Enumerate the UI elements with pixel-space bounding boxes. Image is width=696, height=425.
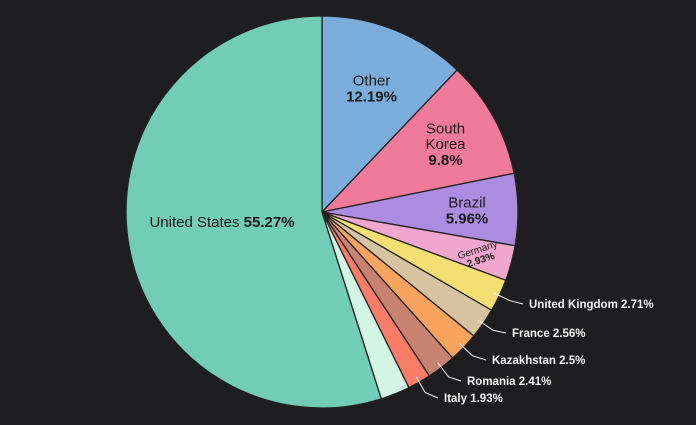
slice-name-brazil: Brazil bbox=[448, 195, 486, 212]
leader-line-france bbox=[478, 319, 507, 334]
slice-label-united-states: United States 55.27% bbox=[149, 214, 294, 231]
leader-lines bbox=[415, 292, 524, 399]
leader-line-romania bbox=[437, 362, 462, 382]
slice-label-romania: Romania 2.41% bbox=[467, 376, 551, 388]
slice-label-kazakhstan: Kazakhstan 2.5% bbox=[492, 355, 585, 367]
slice-label-italy: Italy 1.93% bbox=[444, 393, 503, 405]
slice-name-south-korea: South bbox=[426, 120, 465, 137]
pie-slice-other bbox=[321, 15, 459, 214]
slice-name-other: Other bbox=[353, 73, 391, 90]
leader-line-italy bbox=[415, 376, 439, 399]
slice-labels: Other12.19%SouthKorea9.8%Brazil5.96%Germ… bbox=[149, 73, 653, 405]
leader-line-kazakhstan bbox=[459, 342, 487, 361]
pie-slice-united-states bbox=[125, 15, 383, 409]
slice-label-united-kingdom: United Kingdom 2.71% bbox=[529, 299, 654, 311]
leader-line-united-kingdom bbox=[493, 292, 524, 305]
slice-name-south-korea: Korea bbox=[425, 136, 466, 153]
slice-label-france: France 2.56% bbox=[512, 328, 586, 340]
slice-value-brazil: 5.96% bbox=[446, 210, 489, 227]
slice-value-other: 12.19% bbox=[346, 88, 397, 105]
pie-slice-south-korea bbox=[320, 69, 515, 214]
slice-value-south-korea: 9.8% bbox=[428, 152, 462, 169]
pie-slices bbox=[125, 15, 519, 409]
